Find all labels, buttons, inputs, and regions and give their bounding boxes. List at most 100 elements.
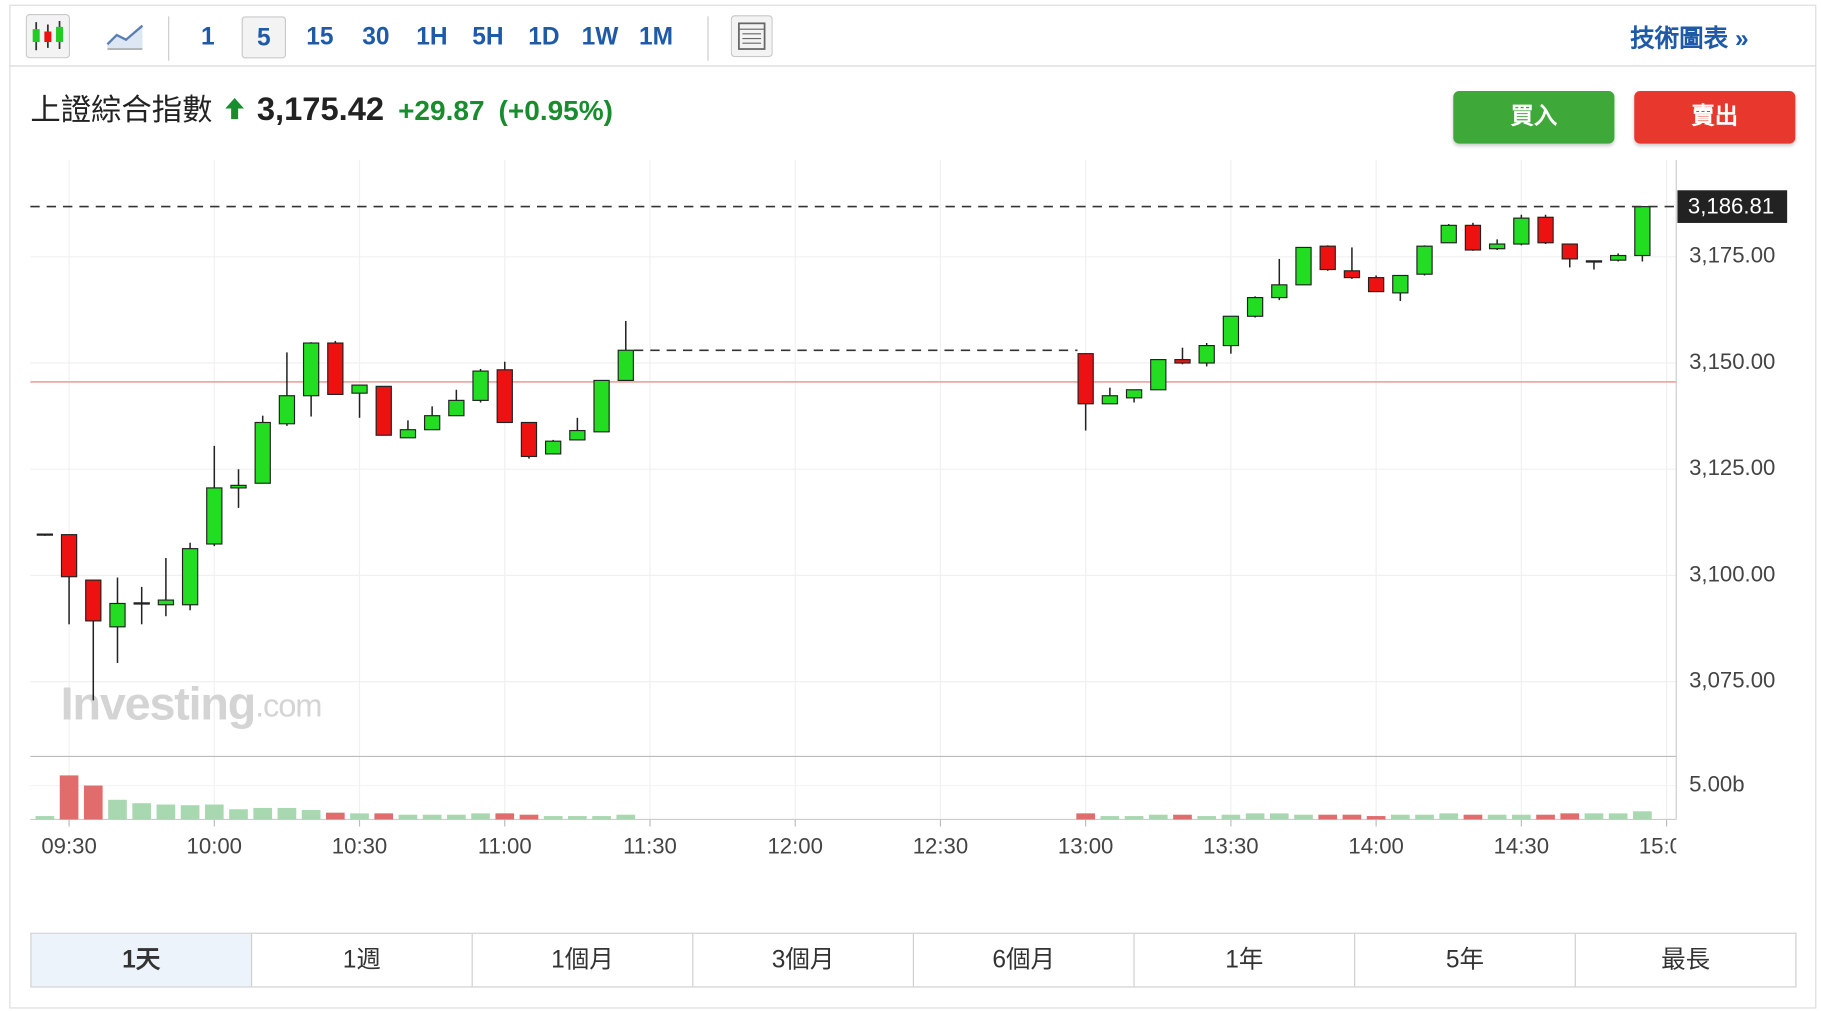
volume-bar xyxy=(1173,814,1192,820)
interval-button[interactable]: 5H xyxy=(472,23,504,51)
interval-button[interactable]: 30 xyxy=(362,23,390,51)
range-tab[interactable]: 最長 xyxy=(1574,933,1796,987)
candle-body xyxy=(448,399,465,417)
range-tab[interactable]: 3個月 xyxy=(692,933,913,987)
candle-body xyxy=(278,395,296,425)
range-tabs: 1天 1週 1個月 3個月 6個月 1年 5年 最長 xyxy=(30,932,1797,988)
buy-button[interactable]: 買入 xyxy=(1453,91,1615,144)
range-tab[interactable]: 5年 xyxy=(1354,933,1575,987)
volume-bar xyxy=(543,816,563,820)
quote-header: 上證綜合指數 3,175.42 +29.87 (+0.95%) xyxy=(30,86,613,129)
range-tab[interactable]: 1天 xyxy=(31,933,251,987)
volume-bar xyxy=(1366,816,1386,820)
candle-body xyxy=(254,421,271,484)
volume-bar xyxy=(1342,814,1362,820)
x-tick-label: 11:30 xyxy=(623,833,677,858)
volume-bar xyxy=(374,813,394,820)
layout-icon[interactable] xyxy=(730,15,773,58)
candle-body xyxy=(544,440,562,455)
volume-bar xyxy=(447,814,466,820)
candle-icon[interactable] xyxy=(25,14,71,59)
candle-body xyxy=(472,370,489,401)
interval-button[interactable]: 1 xyxy=(200,23,215,51)
candle-body xyxy=(1367,277,1385,293)
interval-button[interactable]: 1W xyxy=(581,23,619,51)
price-change-percent: (+0.95%) xyxy=(498,95,614,128)
candle-body xyxy=(1319,245,1336,271)
interval-button[interactable]: 15 xyxy=(306,23,334,51)
candle-body xyxy=(1440,224,1457,244)
volume-bar xyxy=(35,816,55,820)
candle-body xyxy=(423,415,441,431)
candle-body xyxy=(1634,206,1651,257)
volume-bar xyxy=(180,805,200,820)
volume-bar xyxy=(1487,814,1507,820)
candle-body xyxy=(1101,395,1119,405)
range-tab[interactable]: 1週 xyxy=(250,933,472,987)
sell-button[interactable]: 賣出 xyxy=(1634,91,1796,144)
up-arrow xyxy=(225,97,244,119)
interval-button[interactable]: 5 xyxy=(241,16,286,59)
volume-bar xyxy=(1221,814,1241,820)
volume-bar xyxy=(301,809,321,820)
x-axis-labels: 09:30 10:00 10:30 11:00 11:30 12:00 12:30 13:00… xyxy=(41,833,1694,858)
price-change: +29.87 xyxy=(398,95,485,128)
x-tick-label: 12:30 xyxy=(913,833,968,858)
volume-bar xyxy=(132,803,152,820)
y-tick-label: 3,125.00 xyxy=(1689,455,1775,480)
volume-bar xyxy=(204,804,224,820)
interval-button[interactable]: 1D xyxy=(528,23,560,51)
volume-bar xyxy=(1318,814,1338,820)
last-price-box xyxy=(1677,190,1788,223)
volume-bar xyxy=(1076,813,1096,820)
volume-bar xyxy=(229,809,248,820)
candle-body xyxy=(569,429,586,441)
frame xyxy=(9,4,1817,1009)
candle-body xyxy=(1125,389,1143,399)
y-tick-label: 3,100.00 xyxy=(1689,561,1775,586)
instrument-name: 上證綜合指數 xyxy=(30,92,213,128)
candle-body xyxy=(1513,217,1530,245)
technical-chart-link[interactable]: 技術圖表 » xyxy=(1630,25,1749,53)
volume-tick-label: 5.00b xyxy=(1689,771,1744,796)
volume-bar xyxy=(253,807,273,820)
marks xyxy=(30,205,1677,820)
volume-bar xyxy=(1560,813,1580,820)
watermark: Investing.com xyxy=(61,678,322,730)
candle-body xyxy=(1416,245,1433,275)
range-tab[interactable]: 6個月 xyxy=(912,933,1134,987)
volume-bar xyxy=(1124,816,1144,820)
line-icon[interactable] xyxy=(105,19,145,54)
volume-bar xyxy=(616,814,636,820)
volume-bar xyxy=(1245,813,1265,820)
volume-bar xyxy=(350,813,369,820)
candle-body xyxy=(157,599,175,606)
volume-bar xyxy=(108,799,127,820)
y-tick-label: 3,150.00 xyxy=(1689,349,1775,374)
range-tab[interactable]: 1年 xyxy=(1133,933,1354,987)
x-tick-label: 14:00 xyxy=(1348,833,1403,858)
volume-bar xyxy=(1197,816,1217,820)
candle-body xyxy=(1198,344,1215,364)
candle-body xyxy=(85,579,102,622)
interval-button[interactable]: 1M xyxy=(638,23,674,51)
range-tab[interactable]: 1個月 xyxy=(471,933,693,987)
candle-body xyxy=(1392,274,1409,294)
volume-bar xyxy=(1100,816,1120,820)
candle-body xyxy=(1488,243,1506,250)
candle-body xyxy=(181,548,199,606)
volume-bar xyxy=(1269,813,1289,820)
candle-body xyxy=(1222,315,1240,347)
volume-bar xyxy=(156,804,176,820)
volume-bar xyxy=(1415,814,1434,820)
volume-bar xyxy=(1439,813,1459,820)
x-tick-label: 09:30 xyxy=(41,833,96,858)
candle-body xyxy=(1537,216,1554,244)
watermark-brand: Investing xyxy=(61,678,255,730)
candle-body xyxy=(230,484,247,489)
watermark-suffix: .com xyxy=(255,686,321,723)
x-tick-label: 15:00 xyxy=(1639,833,1694,858)
interval-button[interactable]: 1H xyxy=(416,23,448,51)
candle-body xyxy=(327,342,344,396)
volume-bar xyxy=(568,816,587,820)
